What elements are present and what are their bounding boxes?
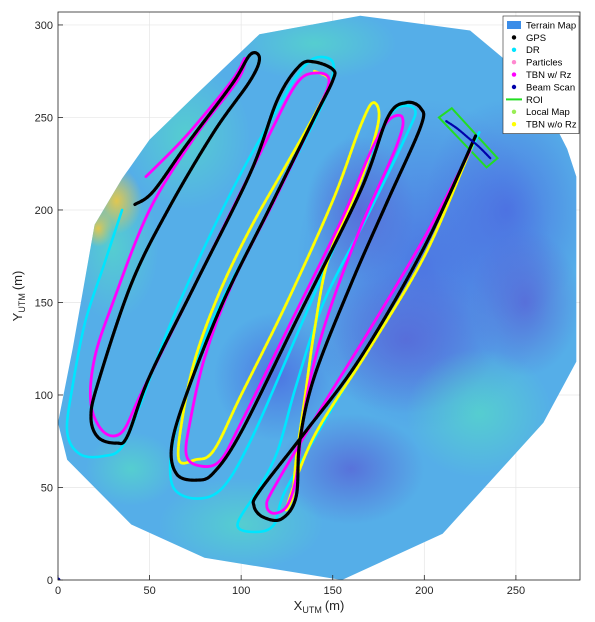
y-tick-label: 300: [35, 20, 53, 32]
beam-scan-origin-point: [58, 577, 61, 580]
x-tick-label: 0: [55, 585, 61, 597]
y-axis-label-sub: UTM: [17, 293, 27, 313]
x-axis-label-main: X: [294, 598, 303, 613]
terrain-patch: [470, 228, 577, 377]
y-tick-label: 250: [35, 112, 53, 124]
terrain-patch: [406, 348, 553, 479]
legend-swatch-tbn-w-o-rz: [511, 122, 517, 127]
legend-label-tbn-w-o-rz: TBN w/o Rz: [526, 120, 577, 131]
plot-frame: [57, 11, 581, 581]
terrain-patch: [158, 478, 324, 571]
legend-label-tbn-w-rz: TBN w/ Rz: [526, 70, 572, 81]
legend-swatch-beam-scan: [511, 84, 517, 90]
x-tick-label: 200: [415, 585, 433, 597]
y-tick-label: 150: [35, 297, 53, 309]
legend-swatch-particles: [511, 60, 517, 65]
series-tbn-w-rz: [88, 56, 472, 515]
y-axis-label: YUTM (m): [10, 271, 27, 322]
legend-label-dr: DR: [526, 45, 540, 56]
terrain-patch: [85, 431, 178, 506]
series-gps: [89, 51, 478, 523]
x-tick-label: 100: [232, 585, 250, 597]
x-axis-label-unit: (m): [325, 598, 345, 613]
y-tick-label: 200: [35, 205, 53, 217]
legend-swatch-dr: [511, 47, 517, 52]
x-ticks: 0 50 100 150 200 250: [55, 575, 525, 597]
y-tick-label: 100: [35, 390, 53, 402]
y-tick-label: 0: [47, 575, 53, 587]
y-ticks: 0 50 100 150 200 250 300: [35, 20, 63, 587]
legend-label-beam-scan: Beam Scan: [526, 82, 575, 93]
series-beam-scan: [445, 120, 492, 160]
x-axis-label: XUTM (m): [294, 598, 345, 615]
legend-label-particles: Particles: [526, 58, 563, 69]
series-tbn-w-o-rz: [176, 69, 477, 512]
legend-swatch-terrain-map: [507, 21, 521, 29]
legend-swatch-local-map: [511, 109, 517, 115]
legend-swatch-tbn-w-rz: [511, 72, 517, 77]
x-tick-label: 250: [507, 585, 525, 597]
legend-label-terrain-map: Terrain Map: [526, 20, 576, 31]
y-tick-label: 50: [41, 482, 53, 494]
y-axis-label-main: Y: [10, 312, 25, 321]
legend-label-local-map: Local Map: [526, 107, 570, 118]
legend-swatch-gps: [511, 35, 517, 40]
legend-label-roi: ROI: [526, 95, 543, 106]
x-tick-label: 150: [324, 585, 342, 597]
series-layer: [58, 51, 500, 580]
x-axis-label-sub: UTM: [302, 605, 322, 615]
y-axis-label-unit: (m): [10, 271, 25, 291]
x-tick-label: 50: [143, 585, 155, 597]
legend-label-gps: GPS: [526, 33, 546, 44]
